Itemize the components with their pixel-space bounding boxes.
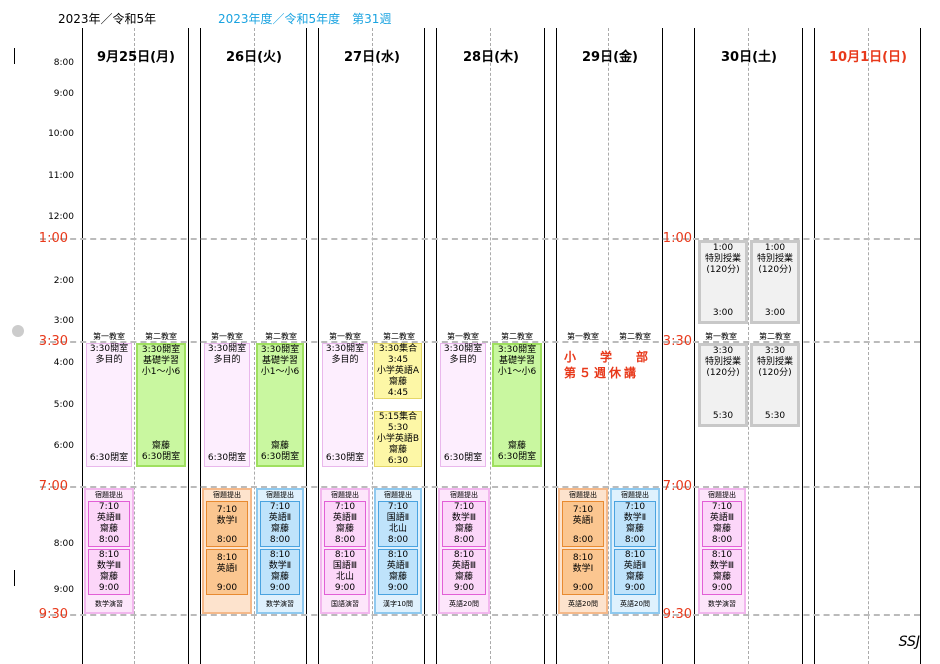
hour-label: 2:00 — [53, 276, 74, 286]
schedule-block-open-room: 3:30開室 多目的 6:30閉室 — [322, 343, 368, 467]
schedule-block-open-room: 3:30開室 多目的 6:30閉室 — [204, 343, 250, 467]
col-line — [188, 28, 189, 664]
hour-label: 3:00 — [53, 316, 74, 326]
schedule-block-english-a: 3:30集合 3:45 小学英語A 齋藤 4:45 — [374, 343, 422, 399]
room-label: 第二教室 — [501, 332, 533, 341]
room-label: 第一教室 — [93, 332, 125, 341]
day-header: 29日(金) — [582, 50, 638, 65]
room-label: 第一教室 — [447, 332, 479, 341]
evening-block: 宿題提出 7:10 英語Ⅲ 齋藤 8:00 8:10 数学Ⅲ 齋藤 9:00 数学演習 — [84, 488, 134, 614]
room-label: 第二教室 — [145, 332, 177, 341]
day-header: 27日(水) — [344, 50, 400, 65]
schedule-block-special: 1:00 特別授業 (120分) 3:00 — [698, 240, 748, 324]
margin-mark — [14, 570, 15, 586]
evening-block: 宿題提出 7:10 英語Ⅱ 齋藤 8:00 8:10 数学Ⅱ 齋藤 9:00 数学演習 — [256, 488, 304, 614]
schedule-block-basic-study: 3:30開室 基礎学習 小1～小6 齋藤 6:30閉室 — [136, 343, 186, 467]
evening-block: 宿題提出 7:10 英語Ⅰ 8:00 8:10 数学Ⅰ 9:00 英語20問 — [558, 488, 608, 614]
hour-label: 9:00 — [53, 89, 74, 99]
col-divider — [372, 28, 373, 664]
day-header: 28日(木) — [463, 50, 519, 65]
week-label: 2023年度／令和5年度 第31週 — [218, 12, 392, 26]
evening-block: 宿題提出 7:10 英語Ⅲ 齋藤 8:00 8:10 国語Ⅲ 北山 9:00 国語演習 — [320, 488, 370, 614]
hour-label: 11:00 — [48, 171, 74, 181]
schedule-block-english-b: 5:15集合 5:30 小学英語B 齋藤 6:30 — [374, 411, 422, 467]
col-line — [920, 28, 921, 664]
hour-label: 8:00 — [53, 539, 74, 549]
time-line — [40, 614, 920, 616]
col-line — [424, 28, 425, 664]
hour-label: 12:00 — [48, 212, 74, 222]
col-divider — [748, 28, 749, 664]
evening-block: 宿題提出 7:10 数学Ⅰ 8:00 8:10 英語Ⅰ 9:00 — [202, 488, 252, 614]
hour-label-major: 1:00 — [662, 231, 692, 246]
year-label: 2023年／令和5年 — [58, 12, 157, 26]
col-line — [200, 28, 201, 664]
signature: SSJ — [898, 634, 920, 650]
schedule-block-special: 1:00 特別授業 (120分) 3:00 — [750, 240, 800, 324]
col-line — [814, 28, 815, 664]
margin-mark — [14, 48, 15, 64]
time-line — [40, 341, 920, 343]
hour-label-major: 9:30 — [38, 607, 68, 622]
col-line — [556, 28, 557, 664]
hour-label: 4:00 — [53, 358, 74, 368]
room-label: 第一教室 — [705, 332, 737, 341]
punch-hole — [12, 325, 24, 337]
col-line — [662, 28, 663, 664]
col-line — [694, 28, 695, 664]
hour-label-major: 1:00 — [38, 231, 68, 246]
time-line — [40, 238, 920, 240]
hour-label-major: 3:30 — [662, 334, 692, 349]
col-divider — [490, 28, 491, 664]
room-label: 第二教室 — [759, 332, 791, 341]
evening-block: 宿題提出 7:10 数学Ⅱ 齋藤 8:00 8:10 英語Ⅱ 齋藤 9:00 英語20問 — [610, 488, 660, 614]
room-label: 第二教室 — [265, 332, 297, 341]
evening-block: 宿題提出 7:10 国語Ⅱ 北山 8:00 8:10 英語Ⅱ 齋藤 9:00 漢字10問 — [374, 488, 422, 614]
day-header: 26日(火) — [226, 50, 282, 65]
col-divider — [254, 28, 255, 664]
col-divider — [134, 28, 135, 664]
schedule-block-special: 3:30 特別授業 (120分) 5:30 — [698, 343, 748, 427]
day-header: 9月25日(月) — [96, 50, 176, 65]
evening-block: 宿題提出 7:10 英語Ⅲ 齋藤 8:00 8:10 数学Ⅲ 齋藤 9:00 数学演習 — [698, 488, 746, 614]
closure-note: 小 学 部 — [564, 350, 655, 364]
evening-block: 宿題提出 7:10 数学Ⅲ 齋藤 8:00 8:10 英語Ⅲ 齋藤 9:00 英語20問 — [438, 488, 490, 614]
hour-label: 6:00 — [53, 441, 74, 451]
col-line — [802, 28, 803, 664]
schedule-block-open-room: 3:30開室 多目的 6:30閉室 — [86, 343, 132, 467]
col-line — [544, 28, 545, 664]
day-header-sunday: 10月1日(日) — [828, 50, 908, 65]
hour-label-major: 9:30 — [662, 607, 692, 622]
col-line — [306, 28, 307, 664]
room-label: 第二教室 — [619, 332, 651, 341]
room-label: 第一教室 — [567, 332, 599, 341]
closure-note: 第５週休講 — [564, 366, 640, 380]
hour-label-major: 7:00 — [662, 479, 692, 494]
hour-label: 9:00 — [53, 585, 74, 595]
col-divider — [868, 28, 869, 664]
schedule-block-special: 3:30 特別授業 (120分) 5:30 — [750, 343, 800, 427]
time-line — [40, 486, 920, 488]
col-line — [82, 28, 83, 664]
col-line — [436, 28, 437, 664]
hour-label: 10:00 — [48, 129, 74, 139]
hour-label: 5:00 — [53, 400, 74, 410]
room-label: 第一教室 — [211, 332, 243, 341]
hour-label: 8:00 — [53, 58, 74, 68]
col-divider — [608, 28, 609, 664]
hour-label-major: 7:00 — [38, 479, 68, 494]
room-label: 第二教室 — [383, 332, 415, 341]
schedule-block-open-room: 3:30開室 多目的 6:30閉室 — [440, 343, 486, 467]
schedule-block-basic-study: 3:30開室 基礎学習 小1～小6 齋藤 6:30閉室 — [492, 343, 542, 467]
col-line — [318, 28, 319, 664]
day-header: 30日(土) — [721, 50, 777, 65]
schedule-block-basic-study: 3:30開室 基礎学習 小1～小6 齋藤 6:30閉室 — [256, 343, 304, 467]
hour-label-major: 3:30 — [38, 334, 68, 349]
room-label: 第一教室 — [329, 332, 361, 341]
